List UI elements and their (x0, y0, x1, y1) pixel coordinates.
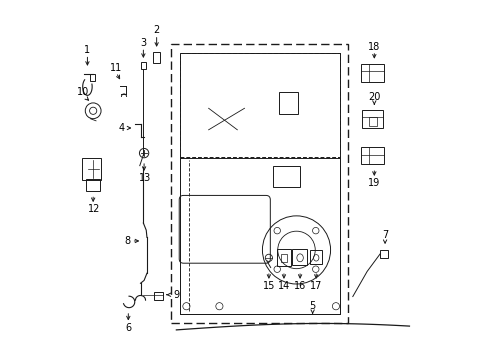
Text: 11: 11 (110, 63, 122, 73)
Bar (361, 110, 383, 128)
Text: 8: 8 (124, 236, 130, 246)
Text: 18: 18 (367, 42, 380, 51)
Text: 20: 20 (367, 92, 380, 102)
Bar (90, 74, 94, 81)
Text: 6: 6 (125, 323, 131, 333)
Bar (86, 179, 100, 191)
Text: 7: 7 (381, 230, 387, 240)
Text: 9: 9 (173, 290, 179, 300)
Bar (273, 166, 300, 187)
Bar (140, 62, 146, 69)
Text: 14: 14 (277, 281, 289, 291)
Text: 19: 19 (367, 178, 380, 188)
Bar (278, 92, 298, 114)
Bar (368, 117, 376, 126)
Bar (153, 52, 160, 63)
Text: 15: 15 (262, 281, 275, 291)
Bar (360, 64, 383, 82)
Text: 1: 1 (84, 45, 90, 55)
Bar (281, 253, 286, 262)
Text: 3: 3 (140, 38, 146, 48)
Text: 12: 12 (87, 204, 100, 215)
Text: 16: 16 (293, 281, 305, 291)
Text: 17: 17 (309, 281, 322, 291)
Text: 13: 13 (139, 173, 151, 183)
Bar (292, 249, 306, 265)
Bar (81, 158, 101, 180)
Text: 4: 4 (118, 123, 124, 133)
Bar (360, 147, 383, 164)
Text: 10: 10 (77, 87, 89, 97)
Text: 5: 5 (309, 301, 315, 311)
Bar (309, 250, 322, 264)
Bar (276, 249, 290, 266)
Bar (154, 292, 163, 300)
Text: 2: 2 (153, 26, 160, 35)
Bar (380, 249, 387, 258)
